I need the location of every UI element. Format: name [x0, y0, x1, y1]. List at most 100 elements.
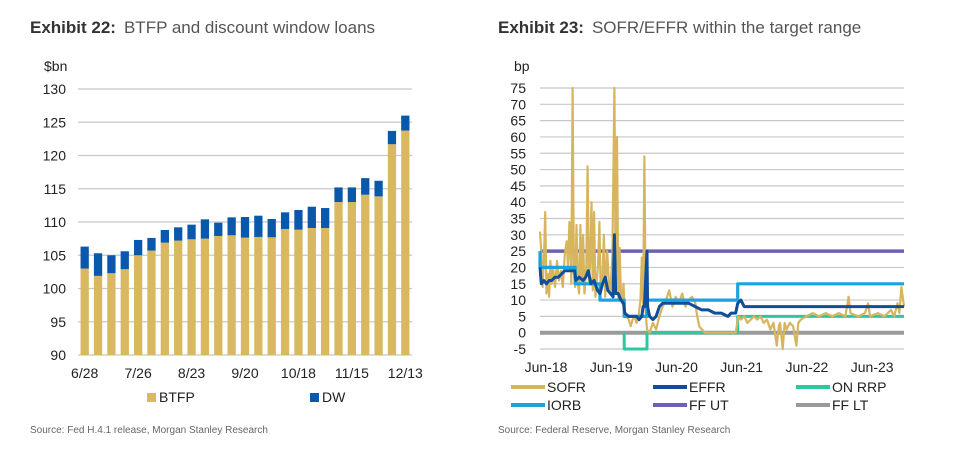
x-tick-label: 10/18	[281, 365, 316, 381]
bar-btfp	[267, 237, 276, 355]
x-tick-label: Jun-23	[851, 359, 894, 375]
bar-btfp	[240, 237, 250, 355]
y-tick-label: 65	[510, 113, 526, 129]
bar-btfp	[107, 273, 116, 355]
y-tick-label: 90	[50, 347, 66, 363]
ff-lt-line-icon	[796, 403, 830, 408]
legend-item-ff-ut: FF UT	[653, 397, 729, 413]
exhibit-22-label: Exhibit 22:	[30, 18, 116, 37]
y-tick-label: 5	[518, 308, 526, 324]
bar-dw	[334, 187, 343, 203]
y-axis-unit-bp: bp	[514, 58, 530, 74]
bar-btfp	[200, 238, 210, 355]
bar-btfp	[214, 235, 223, 355]
bar-dw	[361, 178, 370, 195]
bar-btfp	[227, 235, 236, 355]
dw-swatch-icon	[310, 392, 319, 402]
y-tick-label: 40	[510, 194, 526, 210]
y-tick-label: 45	[510, 178, 526, 194]
iorb-line-icon	[511, 403, 545, 408]
bar-dw	[347, 187, 357, 203]
bar-dw	[267, 219, 276, 238]
bar-btfp	[280, 228, 290, 355]
source-note-exhibit-23: Source: Federal Reserve, Morgan Stanley …	[498, 425, 731, 436]
bar-btfp	[120, 269, 129, 355]
bar-dw	[254, 215, 263, 237]
bar-chart: 130 125 120 115 110 105 100 95 90 6/28 7/26 8/23 9/2…	[43, 81, 423, 381]
y-tick-label: 25	[510, 243, 526, 259]
legend-item-dw: DW	[310, 389, 345, 405]
sofr-line-icon	[511, 385, 545, 390]
legend-item-sofr: SOFR	[511, 379, 586, 395]
x-tick-label: 6/28	[71, 365, 98, 381]
y-tick-label: 100	[43, 281, 67, 297]
bars	[80, 115, 410, 355]
bar-dw	[374, 180, 383, 197]
bar-dw	[147, 237, 156, 251]
legend-label-ff-lt: FF LT	[832, 397, 869, 413]
on-rrp-line-icon	[796, 385, 830, 390]
bar-dw	[321, 208, 330, 228]
x-tick-label: 9/20	[231, 365, 258, 381]
legend-label-dw: DW	[322, 389, 346, 405]
exhibit-23-panel: Exhibit 23: SOFR/EFFR within the target r…	[480, 0, 960, 449]
source-note-exhibit-22: Source: Fed H.4.1 release, Morgan Stanle…	[30, 425, 268, 436]
bar-dw	[120, 251, 129, 270]
bar-btfp	[321, 227, 330, 355]
y-tick-label: 55	[510, 145, 526, 161]
bar-dw	[214, 222, 223, 236]
y-tick-label: 15	[510, 276, 526, 292]
y-tick-label: -5	[514, 341, 527, 357]
bar-dw	[187, 224, 196, 240]
exhibit-22-title: Exhibit 22: BTFP and discount window loan…	[30, 18, 375, 38]
y-tick-label: 50	[510, 162, 526, 178]
bar-dw	[294, 210, 303, 230]
legend-item-iorb: IORB	[511, 397, 581, 413]
bar-dw	[174, 227, 183, 241]
legend-label-btfp: BTFP	[159, 389, 195, 405]
y-tick-label: 75	[510, 80, 526, 96]
exhibit-22-panel: Exhibit 22: BTFP and discount window loan…	[30, 18, 423, 436]
exhibit-22-title-text: BTFP and discount window loans	[123, 18, 376, 37]
bar-dw	[401, 115, 410, 131]
series-line-effr	[538, 233, 904, 322]
y-tick-label: 120	[43, 148, 67, 164]
y-tick-label: 60	[510, 129, 526, 145]
legend-label-effr: EFFR	[689, 379, 726, 395]
legend-item-btfp: BTFP	[147, 389, 195, 405]
x-tick-label: Jun-19	[590, 359, 633, 375]
y-tick-label: 70	[510, 96, 526, 112]
series-line-iorb	[538, 251, 904, 318]
bar-btfp	[254, 236, 263, 355]
y-tick-label: 95	[50, 314, 66, 330]
bar-dw	[227, 217, 236, 236]
y-tick-label: 130	[43, 81, 67, 97]
bar-btfp	[80, 268, 89, 355]
bar-btfp	[93, 275, 103, 355]
y-tick-label: 105	[43, 247, 67, 263]
bar-btfp	[160, 242, 169, 355]
bar-btfp	[347, 202, 357, 355]
legend-label-on-rrp: ON RRP	[832, 379, 887, 395]
bar-btfp	[334, 202, 343, 355]
bar-dw	[307, 206, 316, 228]
x-tick-label: 8/23	[178, 365, 205, 381]
y-tick-label: 30	[510, 227, 526, 243]
bar-dw	[240, 217, 250, 238]
bar-dw	[160, 229, 169, 243]
exhibit-23-title-text: SOFR/EFFR within the target range	[591, 18, 862, 37]
x-tick-label: 12/13	[388, 365, 423, 381]
bar-btfp	[174, 240, 183, 355]
x-tick-label: Jun-18	[525, 359, 568, 375]
legend-label-sofr: SOFR	[547, 379, 586, 395]
x-tick-label: Jun-22	[786, 359, 829, 375]
y-axis-unit: $bn	[44, 58, 68, 74]
y-tick-label: 110	[44, 214, 67, 230]
bar-btfp	[133, 255, 143, 355]
btfp-swatch-icon	[147, 392, 156, 402]
y-tick-label: 20	[510, 259, 526, 275]
ff-ut-line-icon	[653, 403, 687, 408]
x-tick-label: Jun-20	[655, 359, 698, 375]
legend-label-iorb: IORB	[547, 397, 582, 413]
